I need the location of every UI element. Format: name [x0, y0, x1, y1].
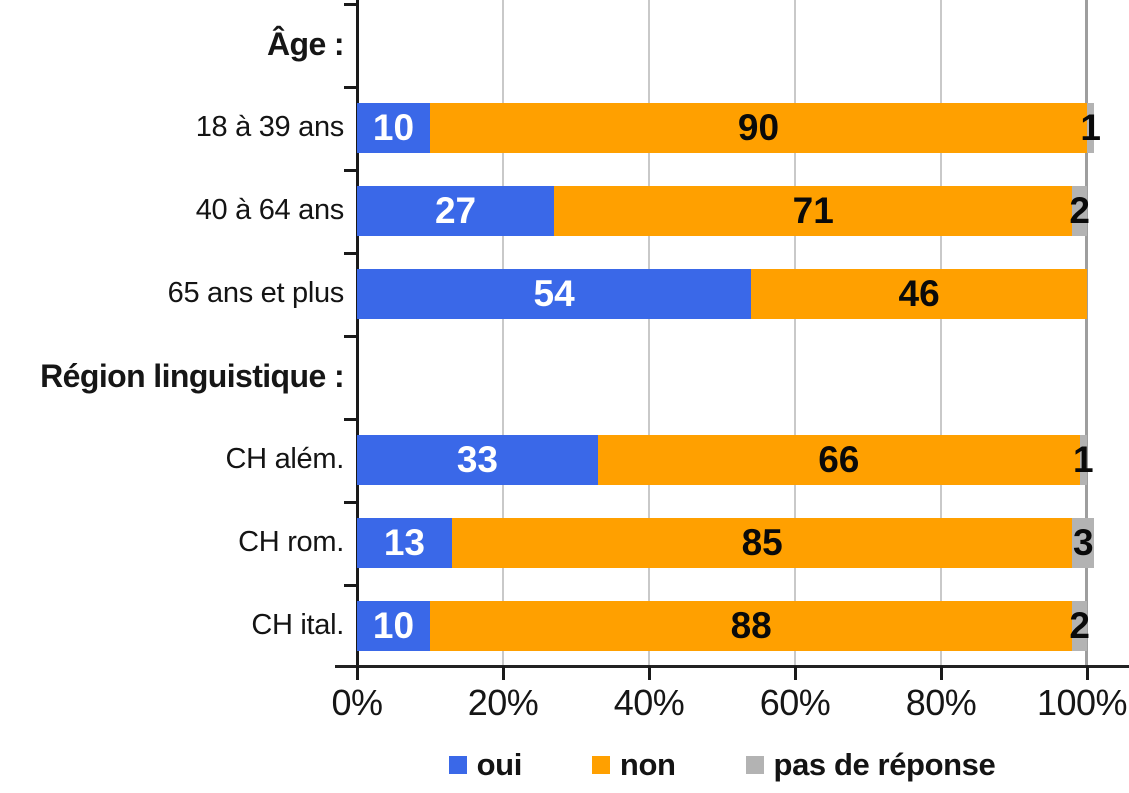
gridline-100	[1085, 0, 1088, 666]
y-axis-tick	[344, 252, 357, 255]
y-axis-tick	[344, 169, 357, 172]
bar-segment-non: 66	[597, 434, 1080, 485]
bar-segment-pas-de-reponse: 1	[1073, 434, 1094, 485]
x-tick-label-20: 20%	[467, 682, 539, 723]
bar-segment-pas-de-reponse: 2	[1069, 600, 1090, 651]
row-label: CH rom.	[238, 526, 344, 558]
segment-value-label: 46	[898, 273, 940, 314]
x-tick-label-60: 60%	[759, 682, 831, 723]
bar-segment-oui: 27	[357, 185, 555, 236]
bar-row-65-ans-et-plus: 65 ans et plus 54 46	[0, 252, 1129, 335]
x-axis-tick	[502, 666, 505, 680]
bar-segment-oui: 54	[357, 268, 752, 319]
legend-label-non: non	[619, 747, 676, 782]
x-axis-tick	[794, 666, 797, 680]
row-label: CH além.	[225, 443, 345, 475]
group-header-label: Région linguistique :	[40, 358, 344, 394]
segment-value-label: 71	[792, 190, 834, 231]
stacked-bar: 27 71 2	[357, 185, 1090, 236]
row-label: 18 à 39 ans	[195, 111, 345, 143]
stacked-bar: 13 85 3	[357, 517, 1095, 568]
bar-row-18-a-39-ans: 18 à 39 ans 10 90 1	[0, 86, 1129, 169]
legend-item-non: non	[591, 747, 676, 783]
bar-segment-pas-de-reponse: 1	[1080, 102, 1101, 153]
segment-value-label: 3	[1073, 522, 1094, 563]
legend: oui non pas de réponse	[357, 742, 1087, 788]
legend-label-oui: oui	[476, 747, 523, 782]
bar-segment-oui: 10	[357, 102, 430, 153]
segment-value-label: 90	[737, 107, 780, 148]
group-header-label: Âge :	[266, 26, 345, 62]
y-axis-tick	[344, 584, 357, 587]
row-label: 65 ans et plus	[167, 277, 345, 309]
y-axis-tick	[344, 335, 357, 338]
legend-swatch-oui-icon	[448, 756, 467, 774]
bar-row-ch-ital: CH ital. 10 88 2	[0, 584, 1129, 667]
group-header-row-region-linguistique: Région linguistique :	[0, 335, 1129, 418]
bar-segment-pas-de-reponse: 2	[1069, 185, 1090, 236]
gridline-40	[648, 0, 650, 666]
segment-value-label: 1	[1073, 439, 1094, 480]
stacked-bar: 54 46	[357, 268, 1087, 319]
bar-segment-non: 46	[751, 268, 1087, 319]
bar-row-ch-alem: CH além. 33 66 1	[0, 418, 1129, 501]
legend-label-pas-de-reponse: pas de réponse	[773, 747, 996, 782]
group-header-row-age: Âge :	[0, 3, 1129, 86]
x-axis-tick	[648, 666, 651, 680]
row-label: CH ital.	[251, 609, 344, 641]
x-tick-label-100: 100%	[1036, 682, 1128, 723]
y-axis-tick	[344, 418, 357, 421]
gridline-20	[502, 0, 504, 666]
bar-segment-non: 71	[554, 185, 1073, 236]
legend-swatch-non-icon	[591, 756, 610, 774]
stacked-bar: 33 66 1	[357, 434, 1094, 485]
x-axis-line	[335, 665, 1129, 668]
x-axis-tick	[356, 666, 359, 680]
chart-rows: Âge : 18 à 39 ans 10 90 1 40 à 64 ans 27 71 2 65 …	[0, 3, 1129, 667]
gridline-80	[940, 0, 942, 666]
x-tick-label-0: 0%	[331, 682, 383, 723]
x-axis-tick	[1086, 666, 1089, 680]
segment-value-label: 13	[383, 522, 426, 563]
legend-item-pas-de-reponse: pas de réponse	[745, 747, 996, 783]
y-axis-tick	[344, 3, 357, 6]
x-tick-label-40: 40%	[613, 682, 685, 723]
y-axis-tick	[344, 501, 357, 504]
x-axis-tick	[940, 666, 943, 680]
y-axis-tick	[344, 86, 357, 89]
segment-value-label: 2	[1069, 605, 1090, 646]
stacked-bar: 10 88 2	[357, 600, 1090, 651]
legend-item-oui: oui	[448, 747, 523, 783]
segment-value-label: 10	[372, 107, 415, 148]
bar-segment-oui: 10	[357, 600, 430, 651]
bar-segment-pas-de-reponse: 3	[1072, 517, 1095, 568]
bar-row-ch-rom: CH rom. 13 85 3	[0, 501, 1129, 584]
segment-value-label: 66	[818, 439, 860, 480]
segment-value-label: 33	[456, 439, 499, 480]
segment-value-label: 85	[741, 522, 783, 563]
segment-value-label: 88	[730, 605, 772, 646]
bar-segment-non: 90	[430, 102, 1087, 153]
segment-value-label: 54	[533, 273, 575, 314]
bar-segment-oui: 33	[357, 434, 598, 485]
bar-row-40-a-64-ans: 40 à 64 ans 27 71 2	[0, 169, 1129, 252]
bar-segment-non: 88	[430, 600, 1073, 651]
segment-value-label: 1	[1080, 107, 1101, 148]
segment-value-label: 27	[434, 190, 477, 231]
y-axis-line	[356, 0, 359, 666]
stacked-bar: 10 90 1	[357, 102, 1101, 153]
bar-segment-oui: 13	[357, 517, 452, 568]
x-tick-label-80: 80%	[905, 682, 977, 723]
legend-swatch-pas-de-reponse-icon	[745, 756, 764, 774]
segment-value-label: 2	[1069, 190, 1090, 231]
segment-value-label: 10	[372, 605, 415, 646]
row-label: 40 à 64 ans	[195, 194, 345, 226]
gridline-60	[794, 0, 796, 666]
bar-segment-non: 85	[451, 517, 1073, 568]
